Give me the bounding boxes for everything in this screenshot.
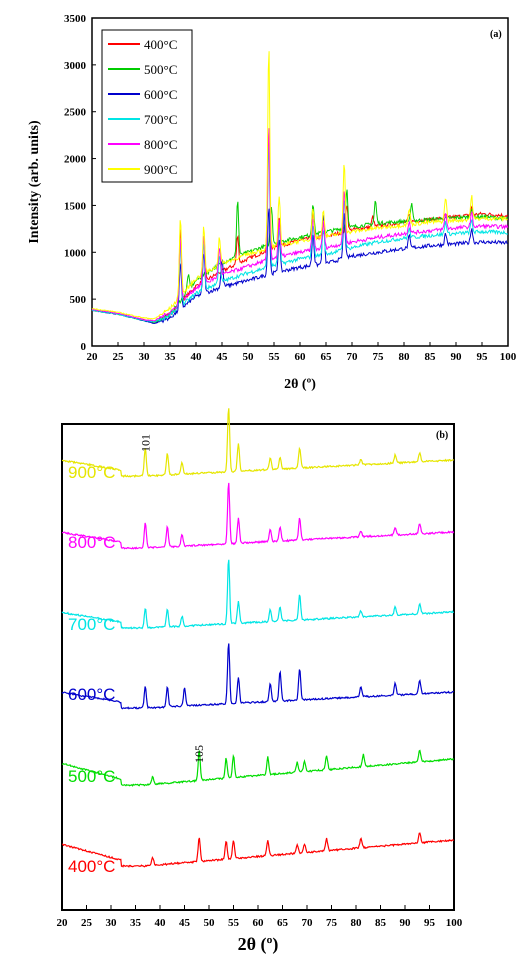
panel-b-annotations: 101 105 (138, 434, 206, 763)
x-tick-label: 45 (179, 917, 191, 929)
x-tick-label: 100 (500, 351, 517, 363)
x-tick-label: 85 (375, 917, 387, 929)
trace-900c (61, 408, 454, 478)
x-tick-label: 90 (451, 351, 463, 363)
peak-annotation: 101 (138, 434, 152, 452)
series-line-500c (92, 189, 508, 323)
legend-entry: 600°C (144, 87, 177, 102)
x-tick-label: 35 (130, 917, 142, 929)
panel-b-frame (61, 423, 455, 911)
panel-b-series: 900°C 800°C 700°C 600°C 500°C 400°C (61, 408, 455, 876)
x-tick-label: 60 (253, 917, 265, 929)
x-tick-label: 60 (295, 351, 307, 363)
x-tick-label: 65 (277, 917, 289, 929)
trace-label: 800°C (68, 533, 115, 552)
series-line-900c (91, 51, 508, 320)
x-tick-label: 55 (269, 351, 281, 363)
panel-b-x-label: 2θ (º) (238, 934, 279, 955)
legend-entry: 500°C (144, 62, 177, 77)
x-tick-label: 80 (351, 917, 363, 929)
legend-entry: 800°C (144, 137, 177, 152)
y-tick-label: 0 (81, 341, 87, 353)
trace-400c (61, 832, 455, 868)
panel-a-y-label: Intensity (arb. units) (27, 120, 42, 244)
x-tick-label: 75 (373, 351, 385, 363)
x-tick-label: 25 (113, 351, 125, 363)
panel-a: 20 25 30 35 40 45 50 55 60 65 70 75 80 85 90 95 100 0 500… (27, 13, 517, 392)
x-tick-label: 70 (302, 917, 314, 929)
x-tick-label: 50 (204, 917, 216, 929)
x-tick-label: 90 (400, 917, 412, 929)
panel-b: 900°C 800°C 700°C 600°C 500°C 400°C 20 25 30 35 4… (57, 408, 463, 955)
y-tick-label: 2500 (64, 107, 87, 119)
y-tick-label: 1000 (64, 247, 87, 259)
y-tick-label: 1500 (64, 200, 87, 212)
panel-b-label: (b) (436, 430, 448, 441)
trace-label: 500°C (68, 767, 115, 786)
panel-a-y-ticks: 0 500 1000 1500 2000 2500 3000 3500 (64, 13, 96, 353)
series-line-800c (92, 128, 509, 322)
peak-annotation: 105 (192, 745, 206, 763)
panel-a-x-label: 2θ (º) (284, 377, 316, 392)
x-tick-label: 85 (425, 351, 437, 363)
x-tick-label: 25 (81, 917, 93, 929)
legend-entry: 700°C (144, 112, 177, 127)
trace-label: 900°C (68, 463, 115, 482)
trace-700c (61, 559, 455, 630)
x-tick-label: 35 (165, 351, 177, 363)
y-tick-label: 2000 (64, 154, 87, 166)
y-tick-label: 3000 (64, 60, 87, 72)
series-line-600c (91, 208, 508, 325)
x-tick-label: 55 (228, 917, 240, 929)
x-tick-label: 70 (347, 351, 359, 363)
x-tick-label: 40 (191, 351, 203, 363)
x-tick-label: 45 (217, 351, 229, 363)
x-tick-label: 100 (446, 917, 463, 929)
x-tick-label: 80 (399, 351, 411, 363)
panel-a-legend: 400°C 500°C 600°C 700°C 800°C 900°C (101, 29, 193, 183)
panel-a-x-ticks: 20 25 30 35 40 45 50 55 60 65 70 75 80 85 90 95 100 (87, 342, 517, 363)
panel-a-series (91, 51, 509, 325)
trace-500c (61, 749, 455, 787)
x-tick-label: 20 (57, 917, 69, 929)
x-tick-label: 20 (87, 351, 99, 363)
x-tick-label: 75 (326, 917, 338, 929)
y-tick-label: 500 (70, 294, 87, 306)
legend-box (101, 29, 193, 183)
x-tick-label: 95 (477, 351, 489, 363)
trace-label: 600°C (68, 685, 115, 704)
trace-600c (61, 643, 455, 710)
x-tick-label: 40 (155, 917, 167, 929)
panel-a-label: (a) (490, 29, 502, 40)
legend-entry: 900°C (144, 162, 177, 177)
legend-entry: 400°C (144, 37, 177, 52)
trace-800c (61, 482, 455, 550)
x-tick-label: 30 (139, 351, 151, 363)
y-tick-label: 3500 (64, 13, 87, 25)
panel-b-x-ticks: 20 25 30 35 40 45 50 55 60 65 70 75 80 85 90 95 100 (57, 905, 463, 929)
trace-label: 400°C (68, 857, 115, 876)
x-tick-label: 30 (106, 917, 118, 929)
x-tick-label: 50 (243, 351, 255, 363)
trace-label: 700°C (68, 615, 115, 634)
x-tick-label: 95 (424, 917, 436, 929)
x-tick-label: 65 (321, 351, 333, 363)
